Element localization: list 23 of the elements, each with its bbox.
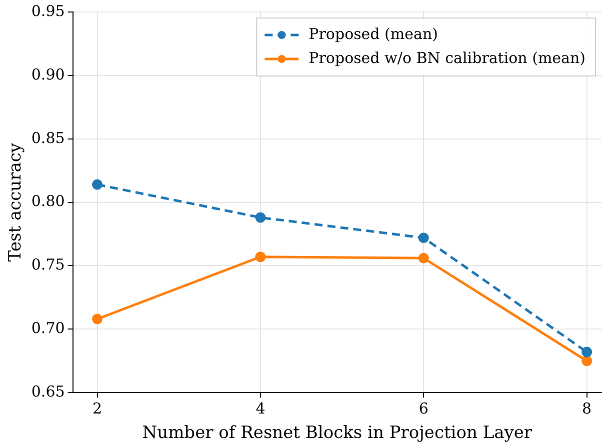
point (255, 212, 266, 223)
y-tick-label: 0.85 (31, 128, 65, 147)
y-tick-label: 0.75 (31, 256, 65, 274)
x-tick-label: 8 (582, 399, 592, 418)
point (582, 356, 592, 366)
x-tick-label: 2 (92, 399, 102, 418)
y-tick-label: 0.95 (31, 2, 65, 20)
point (418, 232, 429, 244)
y-axis-title: Test accuracy (6, 142, 26, 262)
point (582, 346, 592, 358)
point (418, 252, 429, 264)
legend-label: Proposed (mean) (308, 24, 438, 43)
legend-label: Proposed w/o BN calibration (mean) (308, 48, 586, 67)
x-tick-label: 4 (256, 399, 266, 418)
y-tick-label: 0.65 (31, 382, 65, 400)
y-tick-label: 0.80 (31, 192, 65, 210)
point (255, 252, 266, 262)
point (92, 314, 103, 324)
y-tick-label: 0.70 (31, 319, 65, 338)
y-tick-label: 0.90 (31, 65, 65, 84)
x-tick-label: 6 (418, 399, 428, 418)
point (92, 179, 103, 190)
x-axis-title: Number of Resnet Blocks in Projection Layer (142, 423, 533, 444)
